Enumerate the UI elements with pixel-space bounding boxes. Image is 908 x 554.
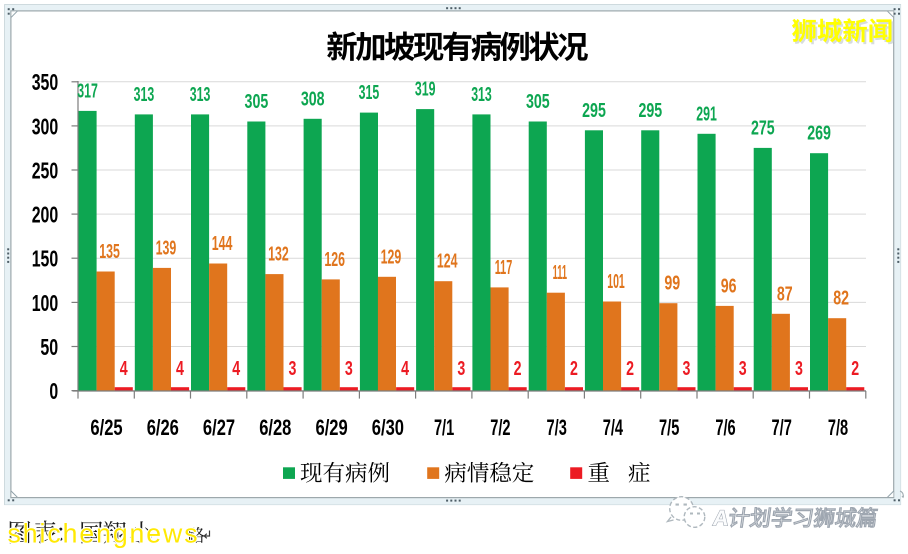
svg-text:350: 350 (32, 69, 59, 95)
svg-text:319: 319 (415, 79, 436, 101)
svg-text:7/1: 7/1 (434, 415, 454, 440)
svg-text:87: 87 (777, 283, 793, 305)
svg-text:shichengnews: shichengnews (8, 518, 200, 548)
svg-text:3: 3 (289, 358, 297, 380)
svg-text:144: 144 (212, 233, 233, 255)
svg-text:0: 0 (49, 378, 58, 404)
svg-text:129: 129 (381, 246, 402, 268)
svg-text:300: 300 (32, 113, 59, 139)
svg-text:6/26: 6/26 (147, 415, 179, 440)
svg-text:7/3: 7/3 (547, 415, 567, 440)
svg-text:3: 3 (457, 358, 465, 380)
svg-text:313: 313 (190, 84, 211, 106)
svg-text:4: 4 (401, 358, 409, 380)
svg-text:6/27: 6/27 (203, 415, 235, 440)
svg-text:82: 82 (833, 288, 849, 310)
svg-text:269: 269 (807, 123, 831, 145)
svg-text:A: A (711, 506, 730, 531)
svg-text:305: 305 (245, 91, 269, 113)
svg-text:2: 2 (626, 358, 634, 380)
svg-text:6/25: 6/25 (90, 415, 122, 440)
svg-text:50: 50 (40, 334, 58, 360)
svg-text:124: 124 (437, 251, 458, 273)
svg-text:96: 96 (721, 275, 737, 297)
svg-text:2: 2 (570, 358, 578, 380)
svg-text:3: 3 (682, 358, 690, 380)
svg-text:6/29: 6/29 (316, 415, 348, 440)
svg-text:250: 250 (32, 157, 59, 183)
svg-text:150: 150 (32, 246, 59, 272)
svg-text:3: 3 (345, 358, 353, 380)
svg-text:3: 3 (795, 358, 803, 380)
svg-text:126: 126 (324, 249, 345, 271)
svg-text:315: 315 (359, 82, 380, 104)
svg-text:117: 117 (495, 257, 513, 279)
svg-text:317: 317 (77, 80, 98, 102)
svg-text:295: 295 (582, 100, 606, 122)
svg-text:111: 111 (553, 262, 567, 284)
svg-text:100: 100 (32, 290, 59, 316)
svg-text:139: 139 (156, 237, 177, 259)
svg-text:313: 313 (471, 84, 492, 106)
svg-text:4: 4 (232, 358, 240, 380)
svg-text:308: 308 (301, 88, 325, 110)
svg-text:7/7: 7/7 (772, 415, 792, 440)
svg-text:135: 135 (99, 241, 120, 263)
svg-text:6/30: 6/30 (372, 415, 404, 440)
svg-text:3: 3 (739, 358, 747, 380)
svg-text:6/28: 6/28 (259, 415, 291, 440)
svg-text:4: 4 (120, 358, 128, 380)
svg-text:7/6: 7/6 (715, 415, 735, 440)
svg-text:305: 305 (526, 91, 550, 113)
svg-text:7/8: 7/8 (828, 415, 848, 440)
svg-text:7/2: 7/2 (490, 415, 510, 440)
svg-text:132: 132 (268, 244, 289, 266)
svg-text:275: 275 (751, 117, 775, 139)
svg-text:2: 2 (514, 358, 522, 380)
svg-text:291: 291 (696, 103, 717, 125)
svg-text:99: 99 (664, 273, 680, 295)
svg-text:7/4: 7/4 (603, 415, 624, 440)
svg-text:7/5: 7/5 (659, 415, 679, 440)
svg-text:295: 295 (638, 100, 662, 122)
svg-text:313: 313 (134, 84, 155, 106)
svg-text:2: 2 (851, 358, 859, 380)
svg-text:200: 200 (32, 202, 59, 228)
svg-text:4: 4 (176, 358, 184, 380)
svg-text:101: 101 (607, 271, 625, 293)
